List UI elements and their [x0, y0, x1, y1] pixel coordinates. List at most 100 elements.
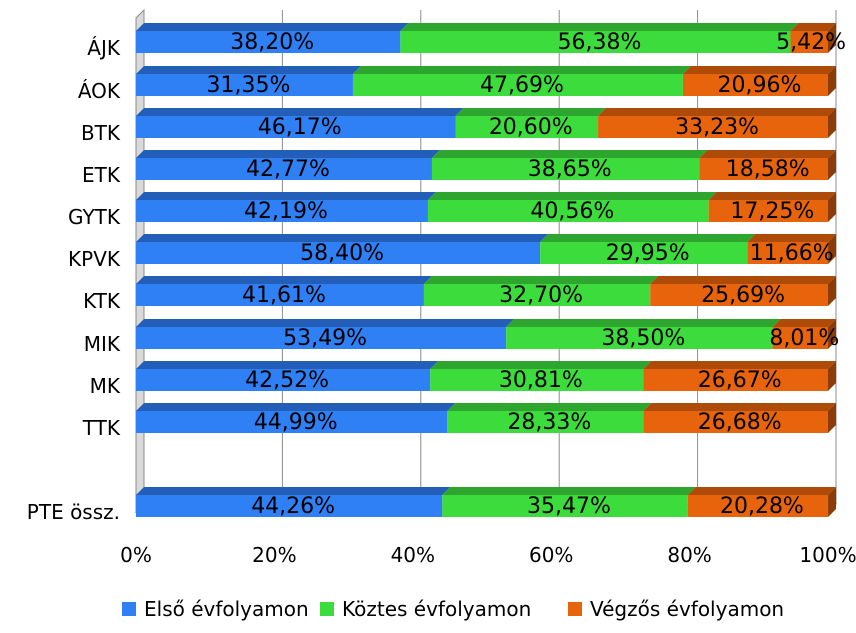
bar-front-face — [643, 411, 828, 433]
bar-front-face — [136, 116, 456, 138]
bar-top-face — [598, 108, 836, 116]
bar-side-face — [828, 487, 837, 517]
bar-segment — [136, 234, 549, 264]
data-label: 20,96% — [718, 73, 802, 98]
data-label: 30,81% — [499, 368, 583, 393]
bar-segment — [136, 361, 439, 391]
bar-segment — [772, 319, 836, 349]
bar-top-face — [427, 192, 717, 200]
data-label: 42,52% — [245, 368, 329, 393]
bar-top-face — [423, 276, 659, 284]
bar-side-face — [828, 66, 836, 96]
data-label: 31,35% — [207, 73, 291, 98]
bar-segment — [708, 192, 836, 222]
bar-front-face — [136, 158, 432, 180]
bar-top-face — [136, 108, 464, 116]
data-label: 26,68% — [698, 410, 782, 435]
legend-label: Köztes évfolyamon — [342, 597, 531, 621]
bar-front-face — [136, 242, 541, 264]
bar-front-face — [136, 74, 353, 96]
bar-top-face — [430, 361, 652, 369]
bar-front-face — [400, 31, 791, 53]
data-label: 20,60% — [489, 115, 573, 140]
bar-top-face — [650, 276, 836, 284]
data-label: 20,28% — [720, 494, 804, 519]
bar-top-face — [431, 150, 708, 158]
data-label: 17,25% — [730, 199, 814, 224]
data-label: 42,19% — [244, 199, 328, 224]
data-label: 53,49% — [283, 326, 367, 351]
bar-top-face — [136, 276, 432, 284]
bar-top-face — [136, 234, 549, 242]
bar-segment — [687, 487, 837, 517]
category-labels: ÁJK ÁOK BTK ETK GYTK KPVK KTK MIK MK TTK PTE össz. — [27, 36, 121, 524]
bar-top-face — [136, 66, 361, 74]
bar-segment — [136, 108, 464, 138]
bar-top-face — [455, 108, 607, 116]
bar-side-face — [828, 150, 836, 180]
bar-front-face — [506, 327, 773, 349]
bar-segment — [455, 108, 607, 138]
bar-segment — [136, 192, 436, 222]
legend-swatch — [568, 602, 582, 616]
data-label: 47,69% — [480, 73, 564, 98]
category-label: PTE össz. — [27, 500, 120, 524]
bar-segment — [136, 150, 440, 180]
bar-side-face — [828, 361, 836, 391]
data-label: 8,01% — [769, 326, 839, 351]
bar-segment — [699, 150, 836, 180]
bar-segment — [643, 403, 836, 433]
data-label: 5,42% — [776, 30, 846, 55]
bar-top-face — [699, 150, 836, 158]
data-label: 38,50% — [601, 326, 685, 351]
bar-top-face — [682, 66, 836, 74]
bar-segment — [427, 192, 717, 222]
bar-segment — [643, 361, 836, 391]
bar-front-face — [708, 200, 828, 222]
bar-top-face — [136, 192, 436, 200]
bar-side-face — [828, 319, 836, 349]
bar-front-face — [682, 74, 828, 96]
bar-side-face — [828, 276, 836, 306]
x-tick-label: 40% — [391, 543, 435, 567]
bar-front-face — [699, 158, 828, 180]
legend-swatch — [320, 602, 334, 616]
data-label: 32,70% — [499, 283, 583, 308]
bar-segment — [506, 319, 781, 349]
category-label: KTK — [83, 289, 121, 313]
data-label: 29,95% — [606, 241, 690, 266]
bar-segment — [790, 23, 836, 53]
bar-segment — [352, 66, 691, 96]
legend-label: Első évfolyamon — [144, 597, 309, 621]
data-label: 58,40% — [300, 241, 384, 266]
bar-side-face — [828, 234, 837, 264]
bar-segment — [598, 108, 836, 138]
bar-segment — [136, 319, 515, 349]
bar-segment — [682, 66, 836, 96]
bar-front-face — [352, 74, 683, 96]
bar-segment — [442, 487, 696, 517]
bar-front-face — [772, 327, 828, 349]
legend-item: Első évfolyamon — [122, 597, 309, 621]
bar-front-face — [136, 369, 431, 391]
bar-side-face — [828, 108, 836, 138]
bar-front-face — [427, 200, 709, 222]
bar-front-face — [136, 495, 443, 517]
legend-item: Végzős évfolyamon — [568, 597, 784, 621]
category-label: KPVK — [68, 247, 121, 271]
x-tick-label: 100% — [799, 543, 856, 567]
bar-segment — [136, 66, 361, 96]
bar-segment — [136, 487, 451, 517]
legend-item: Köztes évfolyamon — [320, 597, 531, 621]
bar-top-face — [136, 403, 456, 411]
bar-top-face — [442, 487, 696, 495]
bar-front-face — [136, 411, 448, 433]
data-label: 42,77% — [246, 157, 330, 182]
bar-top-face — [708, 192, 836, 200]
bar-top-face — [540, 234, 756, 242]
bar-top-face — [747, 234, 837, 242]
bar-top-face — [136, 361, 439, 369]
bar-side-face — [828, 403, 836, 433]
